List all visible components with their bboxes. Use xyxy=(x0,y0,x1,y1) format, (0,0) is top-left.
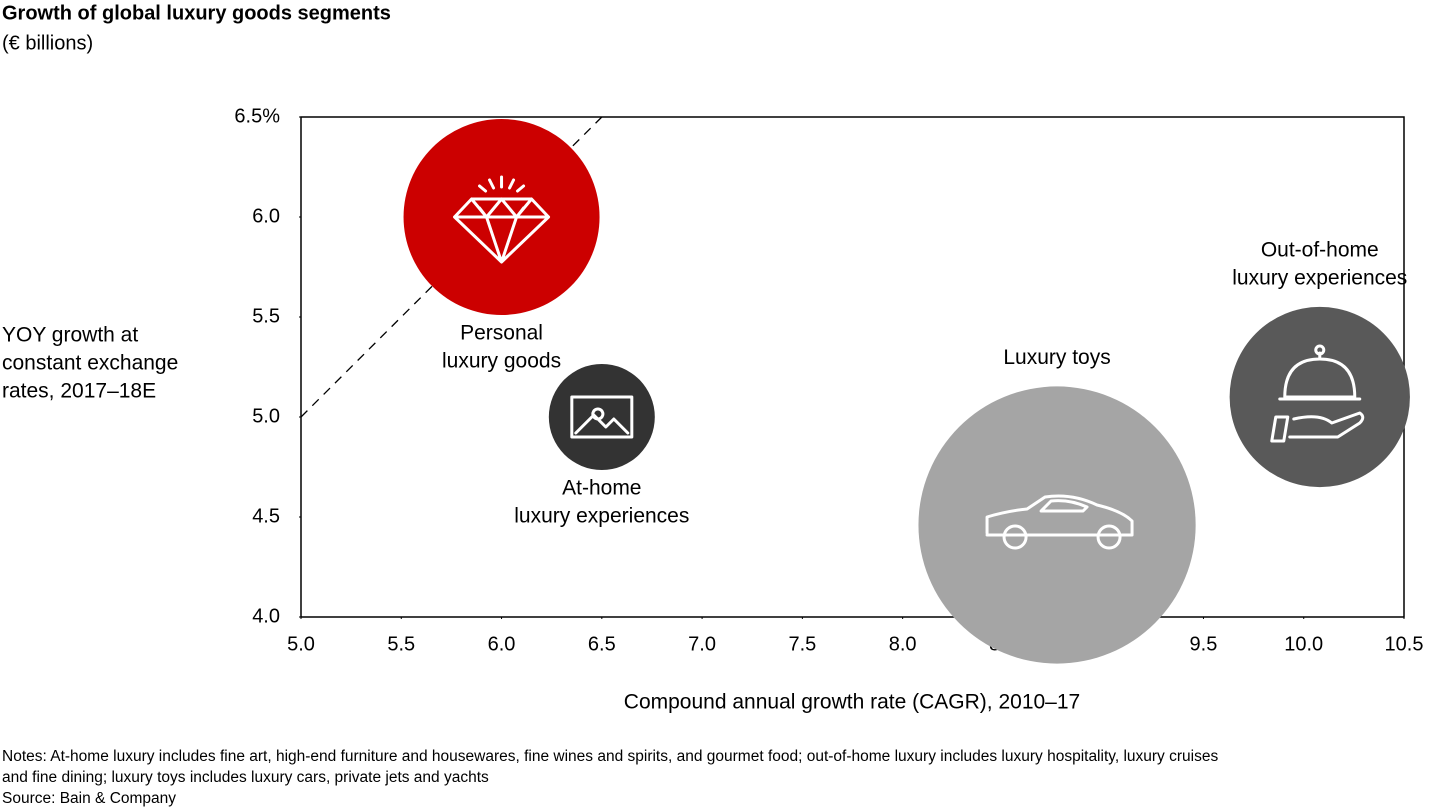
y-tick-label: 6.5% xyxy=(234,105,280,127)
x-tick-label: 6.5 xyxy=(588,633,616,655)
icon xyxy=(1270,351,1365,443)
bubble xyxy=(918,386,1196,664)
x-tick-label: 5.0 xyxy=(287,633,315,655)
x-tick-label: 6.0 xyxy=(488,633,516,655)
bubble-icon xyxy=(985,494,1134,550)
chart-title: Growth of global luxury goods segments xyxy=(2,2,391,24)
icon xyxy=(985,494,1134,537)
x-tick-label: 7.5 xyxy=(788,633,816,655)
y-axis-label: rates, 2017–18E xyxy=(2,380,156,403)
bubble-label: luxury goods xyxy=(442,350,561,373)
bubble-label: luxury experiences xyxy=(1232,266,1407,289)
x-tick-label: 8.0 xyxy=(889,633,917,655)
bubble-icon xyxy=(453,175,551,264)
x-tick-label: 7.0 xyxy=(688,633,716,655)
note: and fine dining; luxury toys includes lu… xyxy=(2,769,489,786)
x-tick-label: 5.5 xyxy=(387,633,415,655)
y-tick-label: 5.5 xyxy=(252,305,280,327)
icon xyxy=(453,175,551,264)
y-axis-label: YOY growth at xyxy=(2,324,138,347)
x-tick-label: 10.5 xyxy=(1385,633,1424,655)
y-tick-label: 4.5 xyxy=(252,505,280,527)
icon xyxy=(1002,524,1028,550)
y-tick-label: 6.0 xyxy=(252,205,280,227)
x-axis-label: Compound annual growth rate (CAGR), 2010… xyxy=(624,691,1080,714)
chart-subtitle: (€ billions) xyxy=(2,32,93,54)
icon xyxy=(1096,524,1122,550)
x-tick-label: 10.0 xyxy=(1284,633,1323,655)
note: Notes: At-home luxury includes fine art,… xyxy=(2,748,1218,765)
bubble-label: luxury experiences xyxy=(514,505,689,528)
icon xyxy=(1314,344,1326,356)
y-tick-label: 4.0 xyxy=(252,605,280,627)
y-axis-label: constant exchange xyxy=(2,352,178,375)
bubble-icon xyxy=(1270,344,1365,443)
icon xyxy=(570,395,634,439)
bubble-label: Luxury toys xyxy=(1003,346,1110,369)
y-tick-label: 5.0 xyxy=(252,405,280,427)
source: Source: Bain & Company xyxy=(2,790,176,807)
x-tick-label: 9.5 xyxy=(1190,633,1218,655)
bubble-label: Personal xyxy=(460,322,543,345)
bubble-label: Out-of-home xyxy=(1261,238,1379,261)
bubble-label: At-home xyxy=(562,477,641,500)
bubble-icon xyxy=(570,395,634,439)
